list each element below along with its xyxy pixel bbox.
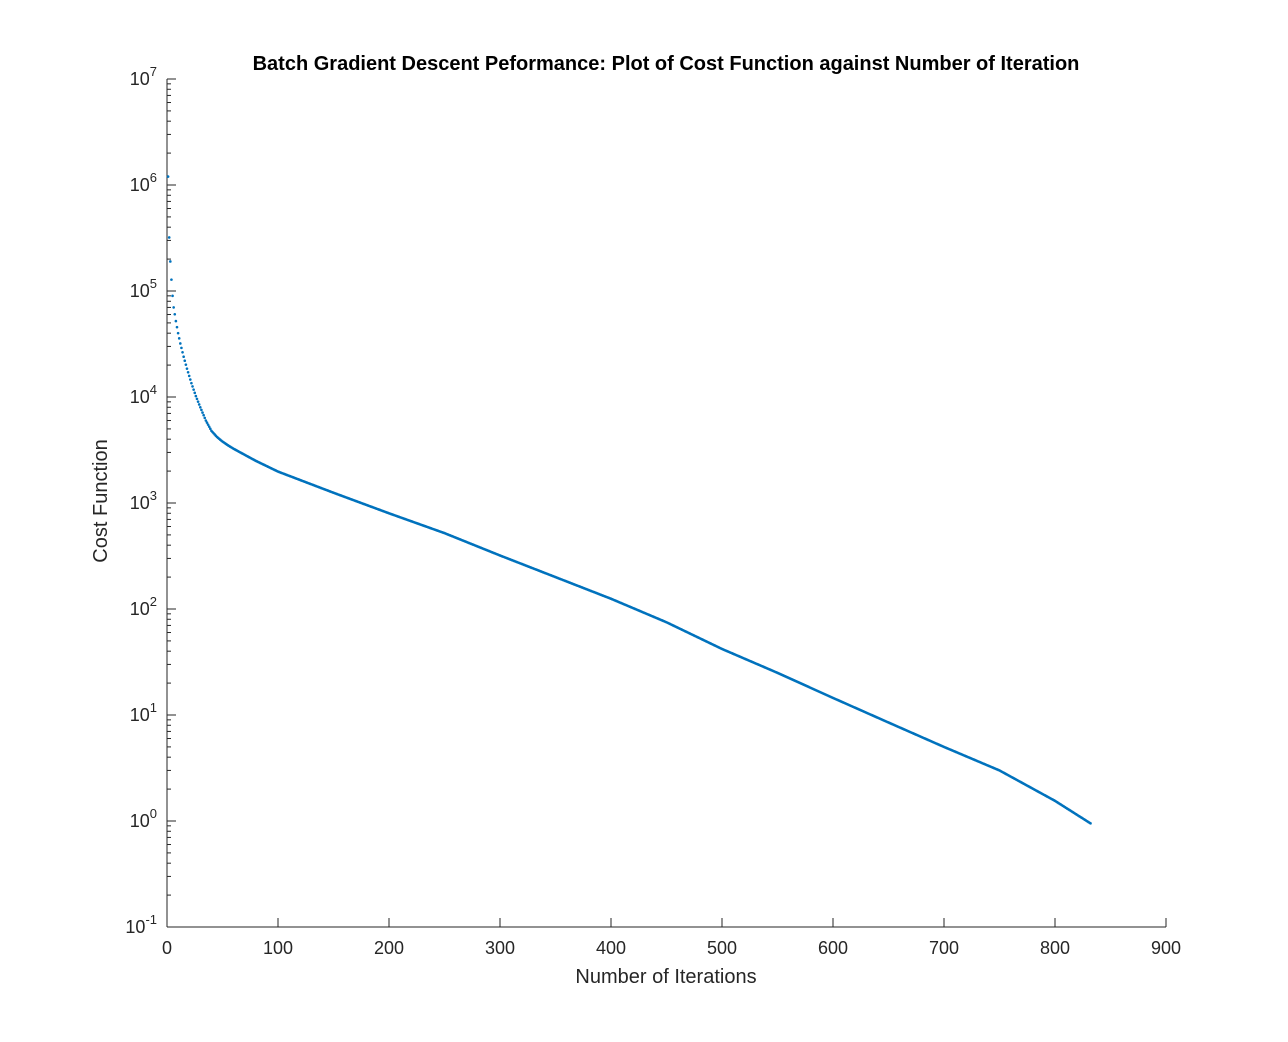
- y-minor-ticks: [167, 83, 171, 896]
- y-tick-label: 106: [130, 170, 157, 195]
- x-ticks: 0 100 200 300 400 500 600 700 800 900: [162, 918, 1181, 958]
- data-point: [166, 175, 170, 178]
- data-point: [206, 423, 210, 426]
- data-point: [180, 346, 183, 350]
- x-axis-label: Number of Iterations: [575, 966, 756, 988]
- y-tick-label: 100: [130, 806, 157, 831]
- data-point: [183, 359, 187, 362]
- data-point: [202, 413, 205, 417]
- data-point: [174, 319, 178, 323]
- data-point: [204, 419, 208, 422]
- data-point: [203, 416, 207, 420]
- data-point: [207, 425, 211, 428]
- data-point: [205, 421, 209, 424]
- data-point: [775, 671, 778, 674]
- data-point: [176, 331, 180, 335]
- data-point: [386, 511, 390, 515]
- data-point: [242, 452, 245, 456]
- data-point: [172, 306, 175, 309]
- data-point: [179, 342, 182, 345]
- y-tick-label: 104: [130, 382, 157, 407]
- data-point: [181, 350, 184, 354]
- data-point: [941, 745, 945, 748]
- data-point: [195, 397, 199, 401]
- data-point: [182, 355, 185, 358]
- data-point: [191, 385, 194, 388]
- data-point: [497, 553, 501, 557]
- series-markers: [166, 175, 1092, 825]
- x-tick-label: 500: [707, 938, 737, 958]
- data-point: [169, 260, 172, 263]
- data-point: [886, 720, 889, 724]
- data-point: [199, 405, 202, 409]
- y-tick-label: 105: [130, 276, 157, 301]
- data-point: [167, 236, 171, 239]
- data-point: [177, 337, 181, 340]
- data-point: [184, 363, 188, 366]
- data-point: [187, 374, 191, 378]
- x-tick-label: 200: [374, 938, 404, 958]
- chart-title: Batch Gradient Descent Peformance: Plot …: [253, 53, 1080, 75]
- data-point: [225, 443, 229, 446]
- x-tick-label: 0: [162, 938, 172, 958]
- x-tick-label: 400: [596, 938, 626, 958]
- data-point: [197, 403, 201, 406]
- x-tick-label: 300: [485, 938, 515, 958]
- data-point: [170, 278, 173, 281]
- data-point: [553, 575, 556, 578]
- data-point: [201, 411, 204, 414]
- x-tick-label: 700: [929, 938, 959, 958]
- data-point: [171, 294, 174, 298]
- data-point: [331, 491, 334, 494]
- data-point: [185, 367, 189, 370]
- data-point: [253, 458, 256, 462]
- data-point: [1052, 798, 1056, 802]
- y-ticks: 10-1 100 101 102 103 104 105 106 107: [125, 64, 176, 937]
- plot-area: 10-1 100 101 102 103 104 105 106 107 0 100 200 300 4…: [125, 64, 1181, 958]
- data-point: [193, 391, 197, 395]
- y-tick-label: 102: [130, 594, 157, 619]
- data-point: [189, 378, 192, 381]
- data-point: [231, 446, 234, 450]
- y-tick-label: 101: [130, 700, 157, 725]
- data-point: [275, 469, 279, 473]
- x-tick-label: 800: [1040, 938, 1070, 958]
- y-tick-label: 103: [130, 488, 157, 513]
- x-tick-label: 100: [263, 938, 293, 958]
- x-tick-label: 600: [818, 938, 848, 958]
- data-point: [442, 531, 445, 535]
- data-point: [208, 427, 212, 431]
- data-point: [173, 312, 177, 316]
- y-tick-label: 10-1: [125, 912, 157, 937]
- data-point: [719, 647, 723, 650]
- data-point: [1088, 821, 1091, 824]
- data-point: [194, 394, 198, 398]
- data-point: [196, 400, 200, 403]
- data-point: [186, 371, 190, 374]
- data-point: [192, 388, 195, 391]
- data-point: [664, 620, 667, 624]
- y-axis-label: Cost Function: [90, 439, 112, 562]
- data-point: [997, 768, 1000, 772]
- x-tick-label: 900: [1151, 938, 1181, 958]
- data-point: [608, 596, 612, 600]
- data-point: [830, 696, 834, 699]
- y-tick-label: 107: [130, 64, 157, 89]
- data-point: [214, 434, 218, 438]
- data-point: [200, 408, 203, 412]
- data-point: [190, 381, 193, 385]
- data-point: [220, 439, 223, 442]
- data-point: [175, 325, 179, 329]
